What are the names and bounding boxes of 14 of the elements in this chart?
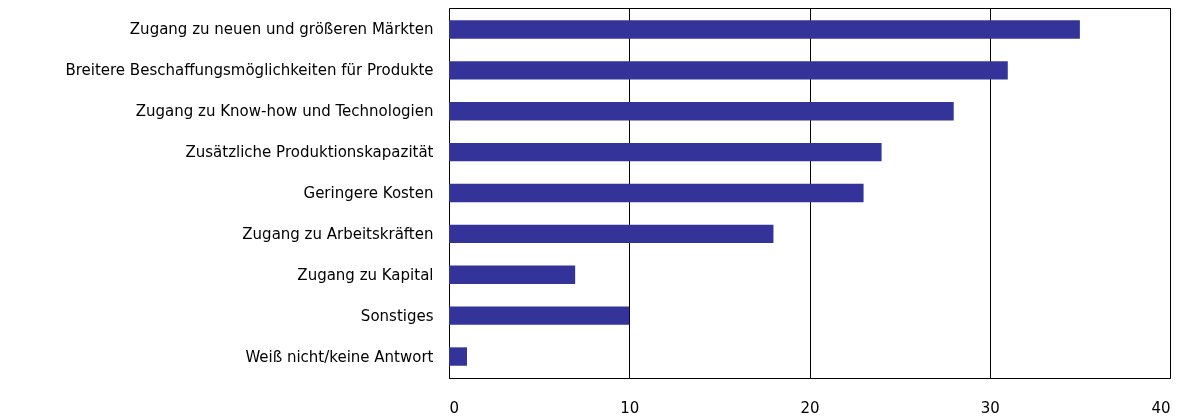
x-tick-label: 10 [620,398,640,417]
y-tick-label: Weiß nicht/keine Antwort [245,347,434,366]
y-tick-label: Breitere Beschaffungsmöglichkeiten für Produkte [65,61,434,80]
x-tick-label: 0 [449,398,460,417]
y-tick-label: Geringere Kosten [303,184,434,202]
x-tick-label: 30 [980,398,1000,417]
y-tick-label: Zusätzliche Produktionskapazität [185,143,434,162]
y-tick-label: Zugang zu Kapital [297,265,434,284]
y-tick-label: Zugang zu Arbeitskräften [242,224,434,243]
y-tick-label: Zugang zu Know-how und Technologien [135,102,434,121]
x-tick-label: 40 [1151,398,1171,417]
y-tick-label: Zugang zu neuen und größeren Märkten [129,20,434,39]
x-tick-label: 20 [800,398,820,417]
y-tick-label: Sonstiges [360,306,434,325]
